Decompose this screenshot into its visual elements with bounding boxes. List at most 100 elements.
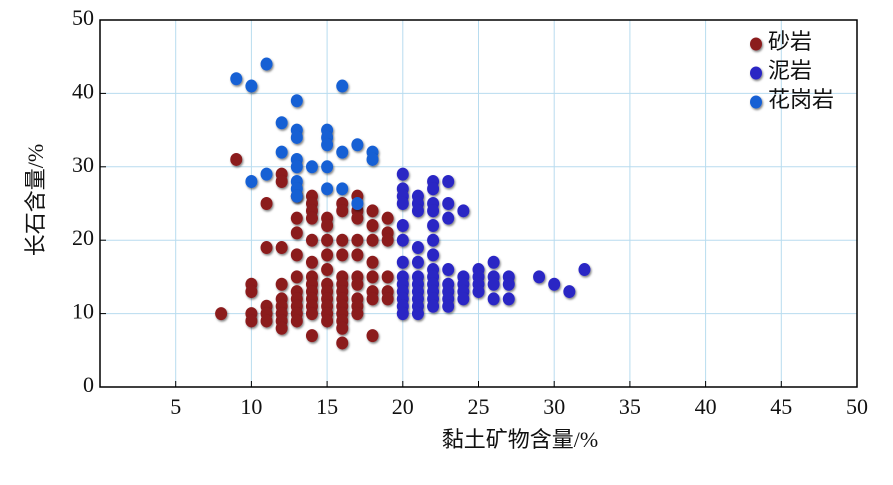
point <box>457 204 470 218</box>
point <box>487 292 500 306</box>
x-tick-label: 35 <box>619 394 641 419</box>
point <box>305 211 318 225</box>
point <box>396 197 409 210</box>
point <box>351 248 364 262</box>
point <box>245 285 258 299</box>
point <box>336 182 349 196</box>
point <box>411 255 424 269</box>
legend-label: 泥岩 <box>768 58 812 83</box>
point <box>502 292 515 306</box>
point <box>487 255 500 269</box>
point <box>366 233 379 247</box>
point <box>336 79 349 93</box>
point <box>396 167 409 181</box>
point <box>321 138 334 152</box>
point <box>366 329 379 343</box>
legend-marker <box>750 66 762 80</box>
point <box>427 204 440 218</box>
point <box>381 292 394 306</box>
point <box>290 189 303 203</box>
point <box>487 277 500 291</box>
point <box>305 329 318 343</box>
point <box>290 226 303 240</box>
point <box>411 204 424 218</box>
point <box>275 321 288 335</box>
point <box>321 219 334 233</box>
y-tick-label: 10 <box>72 299 94 324</box>
legend-label: 砂岩 <box>768 29 812 54</box>
point <box>245 314 258 328</box>
point <box>260 57 273 71</box>
point <box>275 277 288 291</box>
point <box>548 277 561 291</box>
y-tick-label: 40 <box>72 78 94 103</box>
point <box>381 270 394 284</box>
point <box>275 174 288 188</box>
point <box>381 233 394 247</box>
point <box>351 233 364 247</box>
point <box>336 233 349 247</box>
point <box>290 94 303 108</box>
point <box>351 277 364 291</box>
point <box>336 204 349 218</box>
point <box>305 255 318 269</box>
point <box>427 219 440 233</box>
point <box>321 248 334 262</box>
y-tick-label: 50 <box>72 5 94 30</box>
point <box>411 307 424 321</box>
point <box>336 321 349 335</box>
point <box>290 211 303 225</box>
point <box>381 211 394 225</box>
legend-label: 花岗岩 <box>768 87 834 112</box>
point <box>290 160 303 174</box>
point <box>351 197 364 210</box>
point <box>442 211 455 225</box>
point <box>351 307 364 321</box>
point <box>290 314 303 328</box>
point <box>442 197 455 210</box>
legend-marker <box>750 95 762 109</box>
point <box>260 241 273 255</box>
point <box>427 248 440 262</box>
point <box>215 307 228 321</box>
point <box>366 270 379 284</box>
point <box>321 233 334 247</box>
point <box>366 152 379 166</box>
point <box>290 248 303 262</box>
point <box>321 160 334 174</box>
point <box>351 138 364 152</box>
y-tick-label: 30 <box>72 152 94 177</box>
point <box>275 241 288 255</box>
y-tick-label: 0 <box>83 372 94 397</box>
point <box>321 314 334 328</box>
x-tick-label: 50 <box>846 394 868 419</box>
x-tick-label: 45 <box>770 394 792 419</box>
point <box>245 79 258 93</box>
point <box>411 241 424 255</box>
point <box>457 292 470 306</box>
point <box>305 160 318 174</box>
x-tick-label: 40 <box>695 394 717 419</box>
x-axis-label: 黏土矿物含量/% <box>442 427 598 452</box>
point <box>290 130 303 144</box>
point <box>563 285 576 299</box>
point <box>427 233 440 247</box>
point <box>427 182 440 196</box>
point <box>533 270 546 284</box>
point <box>260 197 273 210</box>
point <box>442 299 455 313</box>
point <box>336 145 349 159</box>
legend-marker <box>750 37 762 51</box>
point <box>321 182 334 196</box>
y-tick-label: 20 <box>72 225 94 250</box>
point <box>336 248 349 262</box>
point <box>290 270 303 284</box>
point <box>578 263 591 277</box>
point <box>366 204 379 218</box>
point <box>305 233 318 247</box>
point <box>366 292 379 306</box>
x-tick-label: 5 <box>170 394 181 419</box>
point <box>275 116 288 130</box>
